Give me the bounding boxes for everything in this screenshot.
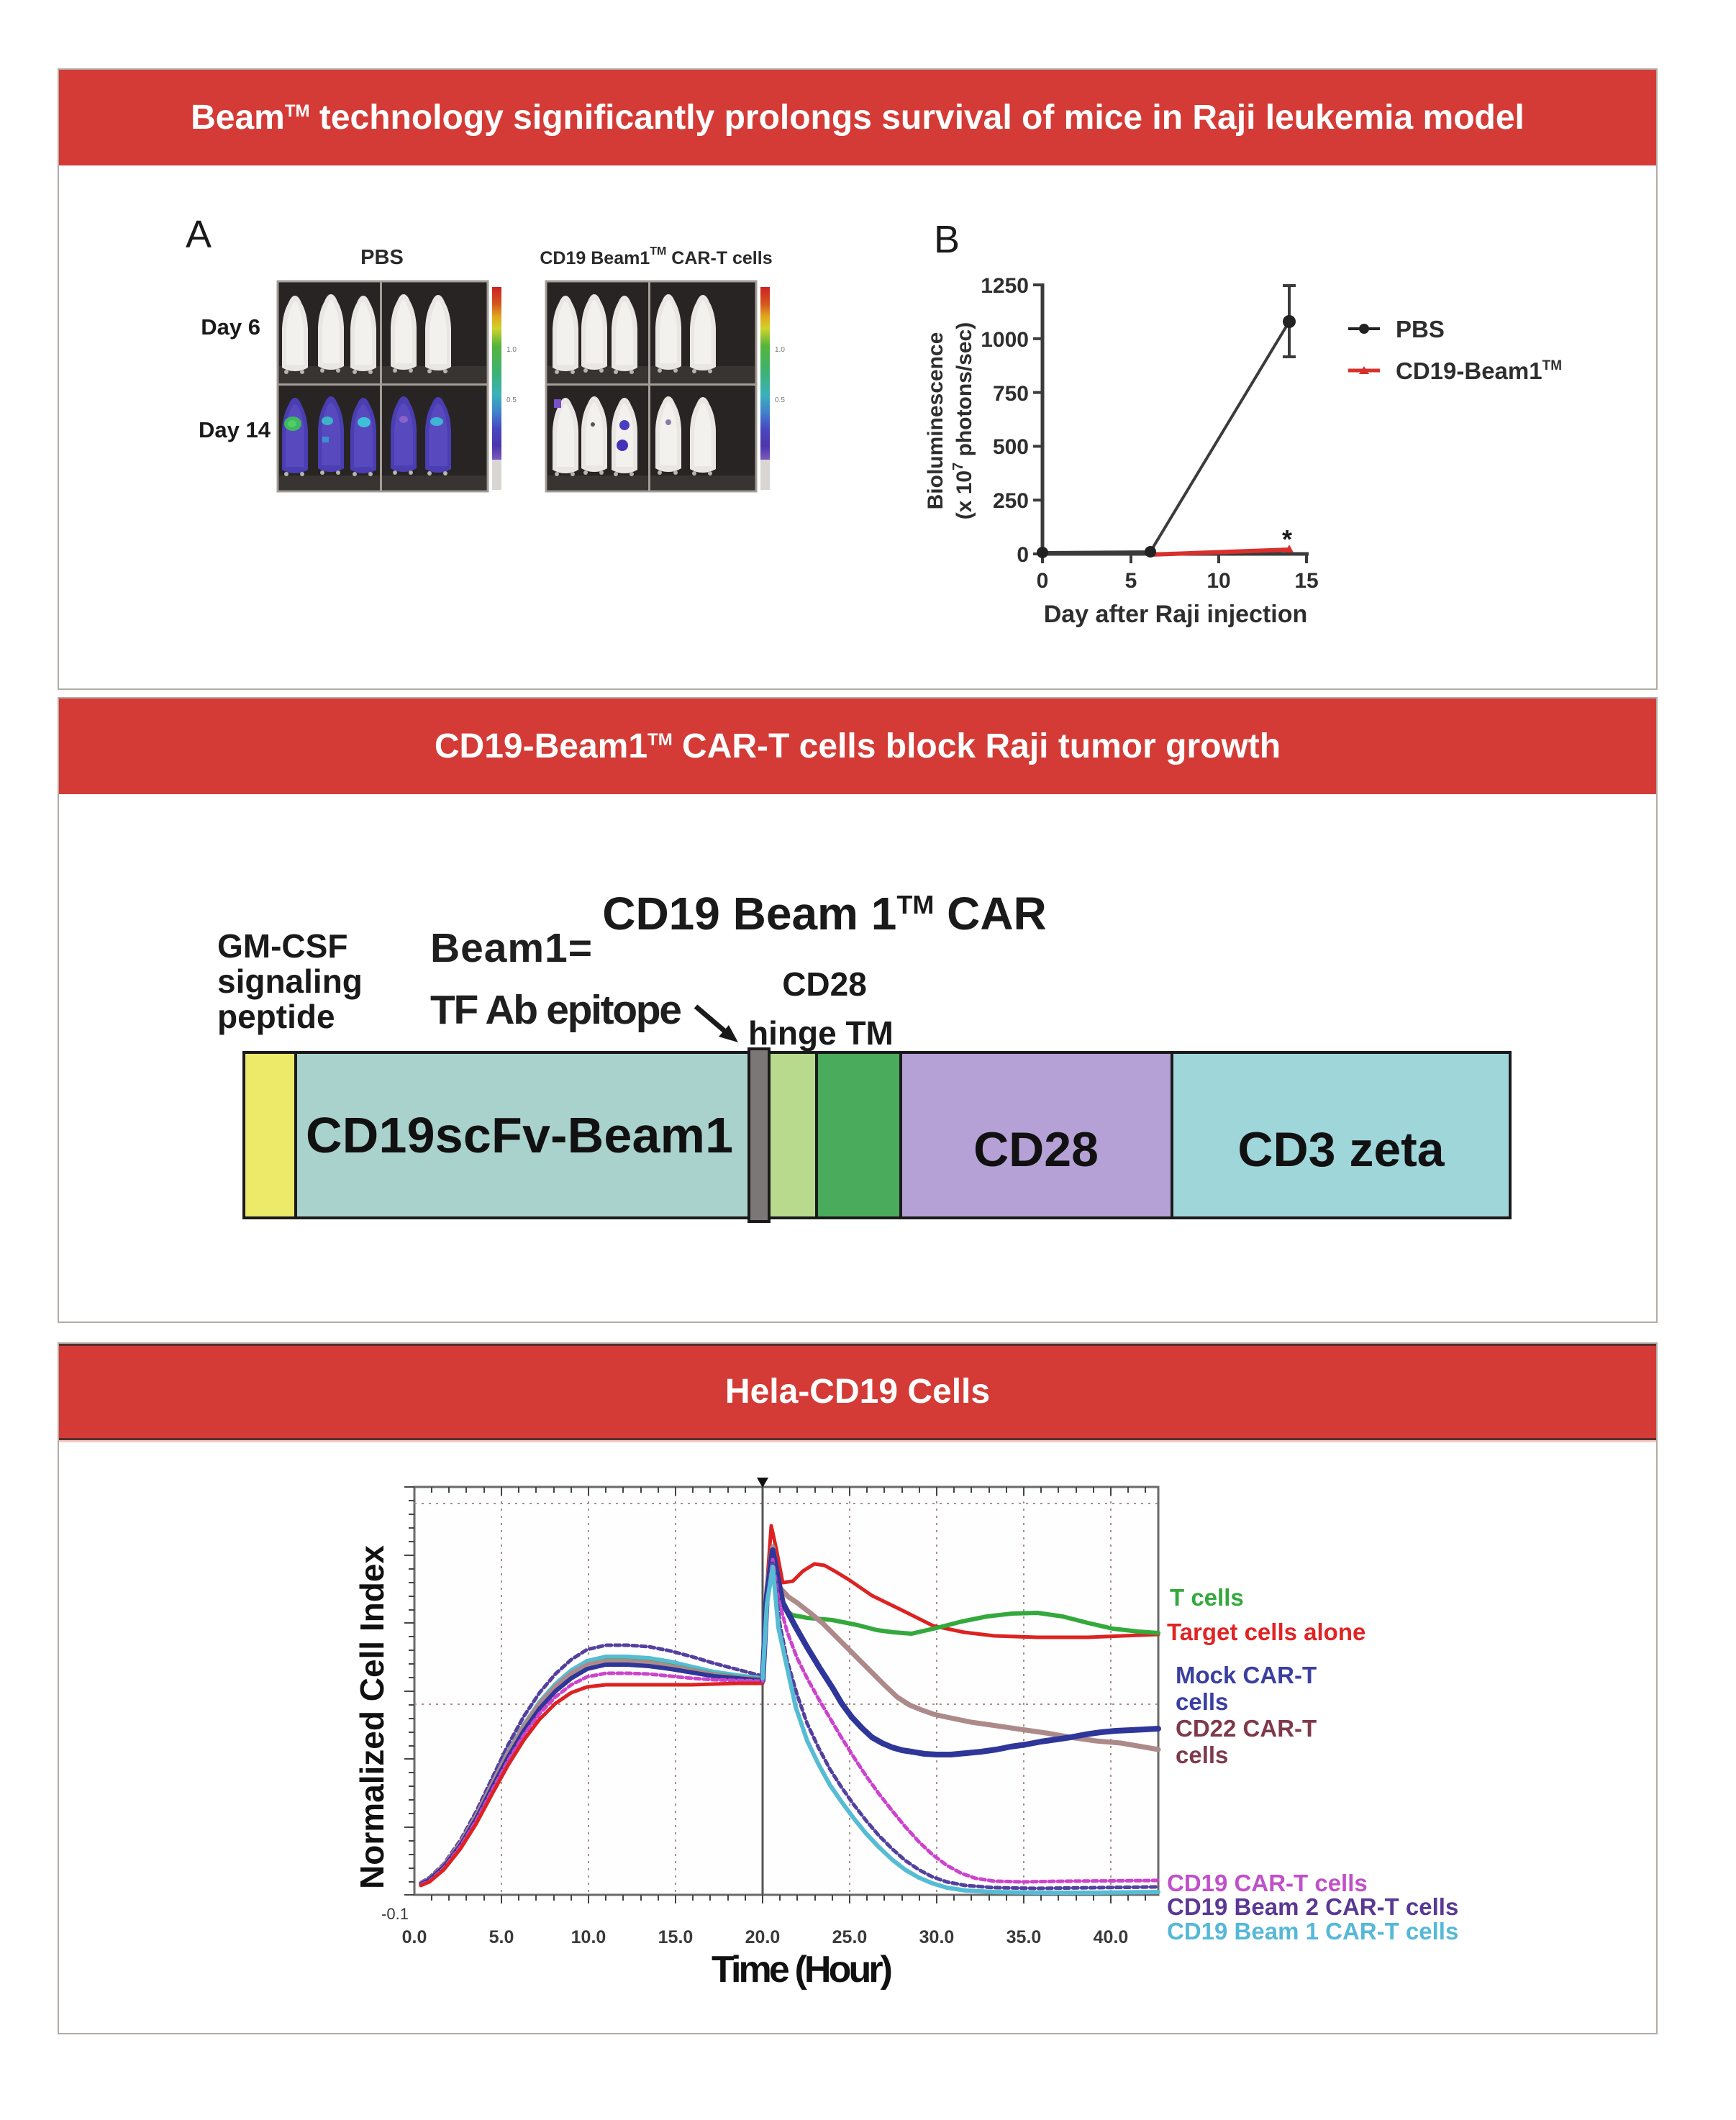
svg-text:T cells: T cells — [1170, 1584, 1244, 1611]
svg-text:hinge TM: hinge TM — [748, 1014, 894, 1052]
svg-text:PBS: PBS — [1396, 316, 1445, 342]
svg-text:Day 6: Day 6 — [201, 314, 260, 340]
svg-text:Bioluminescence: Bioluminescence — [924, 332, 947, 510]
svg-text:10: 10 — [1206, 569, 1230, 593]
svg-text:250: 250 — [993, 489, 1029, 513]
svg-text:*: * — [1282, 524, 1292, 554]
svg-text:CD28: CD28 — [973, 1122, 1099, 1177]
svg-text:CD19 Beam1TM CAR-T cells: CD19 Beam1TM CAR-T cells — [540, 245, 772, 268]
svg-text:Mock CAR-T: Mock CAR-T — [1176, 1662, 1317, 1688]
svg-text:1.0: 1.0 — [506, 346, 517, 354]
svg-text:CD19scFv-Beam1: CD19scFv-Beam1 — [306, 1107, 733, 1163]
svg-text:Beam1=: Beam1= — [430, 925, 592, 971]
svg-text:1250: 1250 — [981, 274, 1029, 298]
svg-text:1.0: 1.0 — [775, 346, 785, 354]
svg-text:25.0: 25.0 — [832, 1927, 868, 1947]
svg-text:10.0: 10.0 — [571, 1927, 606, 1947]
svg-text:CD28: CD28 — [782, 965, 867, 1003]
svg-text:0.0: 0.0 — [402, 1927, 427, 1947]
svg-text:peptide: peptide — [217, 998, 335, 1035]
svg-text:GM-CSF: GM-CSF — [217, 927, 347, 965]
svg-text:TF Ab epitope: TF Ab epitope — [430, 987, 682, 1033]
svg-text:1000: 1000 — [981, 328, 1029, 352]
svg-text:CD19 CAR-T cells: CD19 CAR-T cells — [1167, 1870, 1368, 1896]
svg-text:0.5: 0.5 — [506, 396, 517, 404]
svg-text:Day 14: Day 14 — [199, 417, 271, 442]
svg-text:Day after Raji injection: Day after Raji injection — [1044, 601, 1308, 628]
svg-text:CD22 CAR-T: CD22 CAR-T — [1176, 1715, 1317, 1742]
svg-text:PBS: PBS — [360, 246, 404, 269]
svg-text:500: 500 — [993, 435, 1029, 459]
svg-text:(x 107 photons/sec): (x 107 photons/sec) — [950, 322, 976, 520]
svg-text:CD19 Beam 1TM CAR: CD19 Beam 1TM CAR — [602, 888, 1047, 940]
svg-text:CD19 Beam 1 CAR-T cells: CD19 Beam 1 CAR-T cells — [1167, 1918, 1458, 1944]
svg-text:35.0: 35.0 — [1006, 1927, 1042, 1947]
svg-text:cells: cells — [1176, 1742, 1228, 1768]
svg-text:CD3 zeta: CD3 zeta — [1237, 1122, 1445, 1177]
svg-text:30.0: 30.0 — [919, 1927, 955, 1947]
svg-text:20.0: 20.0 — [745, 1927, 781, 1947]
svg-text:Normalized Cell Index: Normalized Cell Index — [353, 1545, 391, 1889]
svg-text:cells: cells — [1176, 1688, 1228, 1715]
svg-text:-0.1: -0.1 — [381, 1905, 409, 1923]
svg-text:5.0: 5.0 — [489, 1927, 514, 1947]
svg-text:CD19 Beam 2 CAR-T cells: CD19 Beam 2 CAR-T cells — [1167, 1893, 1458, 1920]
svg-text:CD19-Beam1TM: CD19-Beam1TM — [1396, 358, 1562, 384]
svg-text:signaling: signaling — [217, 963, 363, 1000]
svg-text:Time (Hour): Time (Hour) — [712, 1949, 893, 1991]
svg-text:Target cells alone: Target cells alone — [1167, 1619, 1365, 1645]
svg-text:0: 0 — [1037, 569, 1049, 593]
svg-text:0: 0 — [1017, 543, 1029, 567]
svg-text:750: 750 — [993, 382, 1029, 406]
svg-text:15.0: 15.0 — [658, 1927, 694, 1947]
svg-text:0.5: 0.5 — [775, 396, 785, 404]
svg-text:5: 5 — [1125, 569, 1137, 593]
svg-text:15: 15 — [1294, 569, 1318, 593]
svg-text:40.0: 40.0 — [1094, 1927, 1129, 1947]
